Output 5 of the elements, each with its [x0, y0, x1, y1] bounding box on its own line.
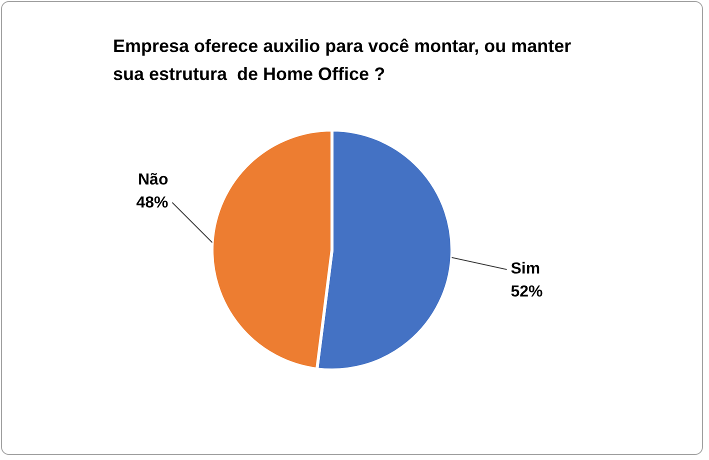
slice-label: Não	[138, 171, 168, 188]
chart-title: Empresa oferece auxilio para você montar, ou manter sua estrutura de Home Office ?	[113, 35, 572, 86]
slice-label: Sim	[510, 260, 540, 278]
data-label: 52%	[510, 284, 543, 301]
data-label: 48%	[136, 194, 168, 212]
